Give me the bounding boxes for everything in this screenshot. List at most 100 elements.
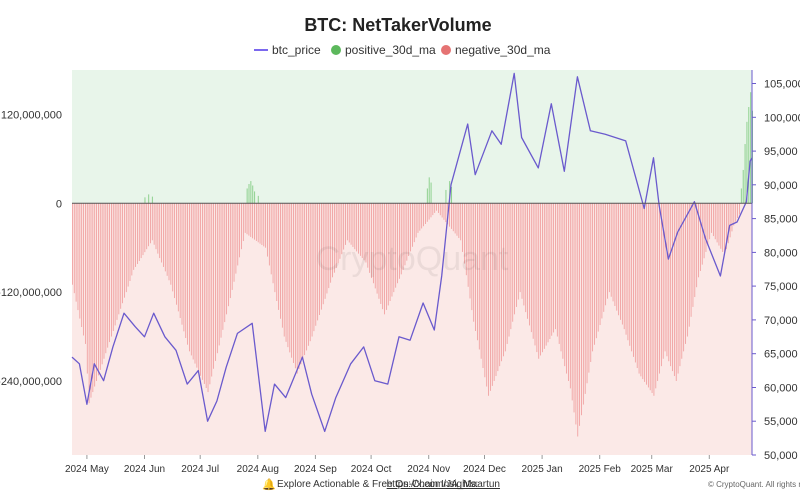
negative-bar [482, 203, 484, 369]
negative-bar [519, 203, 521, 293]
right-tick-label: 85,000 [764, 214, 798, 226]
negative-bar [73, 203, 75, 294]
negative-bar [122, 203, 123, 304]
negative-bar [692, 203, 694, 307]
negative-bar [129, 203, 131, 282]
right-tick-label: 90,000 [764, 180, 798, 192]
negative-bar [166, 203, 168, 276]
negative-bar [432, 203, 434, 216]
negative-bar [307, 203, 309, 346]
right-tick-label: 70,000 [764, 315, 798, 327]
negative-bar [705, 203, 707, 252]
negative-bar [512, 203, 514, 322]
legend: btc_price positive_30d_ma negative_30d_m… [254, 43, 551, 57]
negative-bar [179, 203, 181, 319]
legend-dot-positive [331, 45, 341, 55]
positive-bar [451, 186, 453, 204]
negative-bar [109, 203, 110, 343]
negative-bar [454, 203, 456, 234]
negative-bar [142, 203, 144, 256]
positive-bar [742, 169, 744, 204]
negative-bar [75, 203, 77, 302]
negative-bar [233, 203, 235, 282]
negative-bar [176, 203, 177, 305]
negative-bar [720, 203, 722, 249]
negative-bar [254, 203, 255, 240]
negative-bar [451, 203, 452, 229]
negative-bar [402, 203, 404, 270]
positive-bar [744, 144, 746, 204]
negative-bar [488, 203, 489, 396]
negative-bar [679, 203, 681, 367]
negative-bar [582, 203, 584, 405]
negative-bar [398, 203, 400, 279]
positive-bar [148, 194, 150, 204]
negative-bar [255, 203, 257, 241]
positive-bar [250, 181, 252, 204]
negative-bar [148, 203, 149, 247]
legend-label-btc-price[interactable]: btc_price [272, 43, 321, 57]
negative-bar [551, 203, 553, 336]
negative-bar [94, 203, 96, 387]
negative-bar [497, 203, 499, 372]
negative-bar [79, 203, 81, 319]
right-tick-label: 95,000 [764, 146, 798, 158]
negative-bar [252, 203, 254, 239]
negative-bar [150, 203, 151, 244]
negative-bar [161, 203, 162, 263]
negative-bar [727, 203, 729, 244]
x-tick-label: 2024 Aug [237, 464, 279, 475]
negative-bar [124, 203, 125, 298]
footer-link[interactable]: https://x.com/JA_Maartun [387, 479, 500, 490]
legend-label-positive[interactable]: positive_30d_ma [345, 43, 436, 57]
x-tick-label: 2024 Oct [351, 464, 392, 475]
negative-bar [213, 203, 214, 369]
negative-bar [547, 203, 549, 343]
negative-bar [341, 203, 343, 255]
negative-bar [137, 203, 138, 264]
negative-bar [120, 203, 122, 309]
negative-bar [211, 203, 213, 377]
negative-bar [151, 203, 153, 241]
negative-bar [105, 203, 107, 354]
negative-bar [584, 203, 586, 394]
negative-bar [640, 203, 642, 377]
negative-bar [426, 203, 428, 222]
x-tick-label: 2025 Mar [631, 464, 674, 475]
negative-bar [385, 203, 387, 310]
negative-bar [473, 203, 475, 322]
negative-bar [514, 203, 515, 315]
negative-bar [568, 203, 569, 381]
legend-label-negative[interactable]: negative_30d_ma [455, 43, 551, 57]
negative-bar [363, 203, 365, 261]
right-tick-label: 100,000 [764, 112, 800, 124]
negative-bar [607, 203, 608, 299]
negative-bar [298, 203, 300, 369]
watermark: CryptoQuant [316, 240, 509, 278]
positive-bar [252, 185, 254, 204]
negative-bar [237, 203, 239, 266]
negative-bar [495, 203, 497, 377]
x-tick-label: 2025 Apr [689, 464, 730, 475]
negative-bar [280, 203, 281, 319]
negative-bar [268, 203, 270, 266]
negative-bar [701, 203, 703, 265]
negative-bar [99, 203, 101, 370]
negative-bar [361, 203, 363, 259]
negative-bar [621, 203, 623, 325]
negative-bar [577, 203, 579, 437]
negative-bar [490, 203, 491, 391]
copyright-credit: © CryptoQuant. All rights re [708, 480, 800, 489]
negative-bar [590, 203, 592, 362]
negative-bar [187, 203, 188, 345]
right-tick-label: 50,000 [764, 450, 798, 462]
negative-bar [722, 203, 724, 252]
negative-bar [356, 203, 358, 252]
negative-bar [352, 203, 354, 247]
negative-bar [378, 203, 380, 299]
negative-bar [111, 203, 112, 337]
negative-bar [633, 203, 634, 357]
negative-bar [404, 203, 406, 266]
negative-bar [542, 203, 543, 353]
negative-bar [711, 203, 712, 233]
